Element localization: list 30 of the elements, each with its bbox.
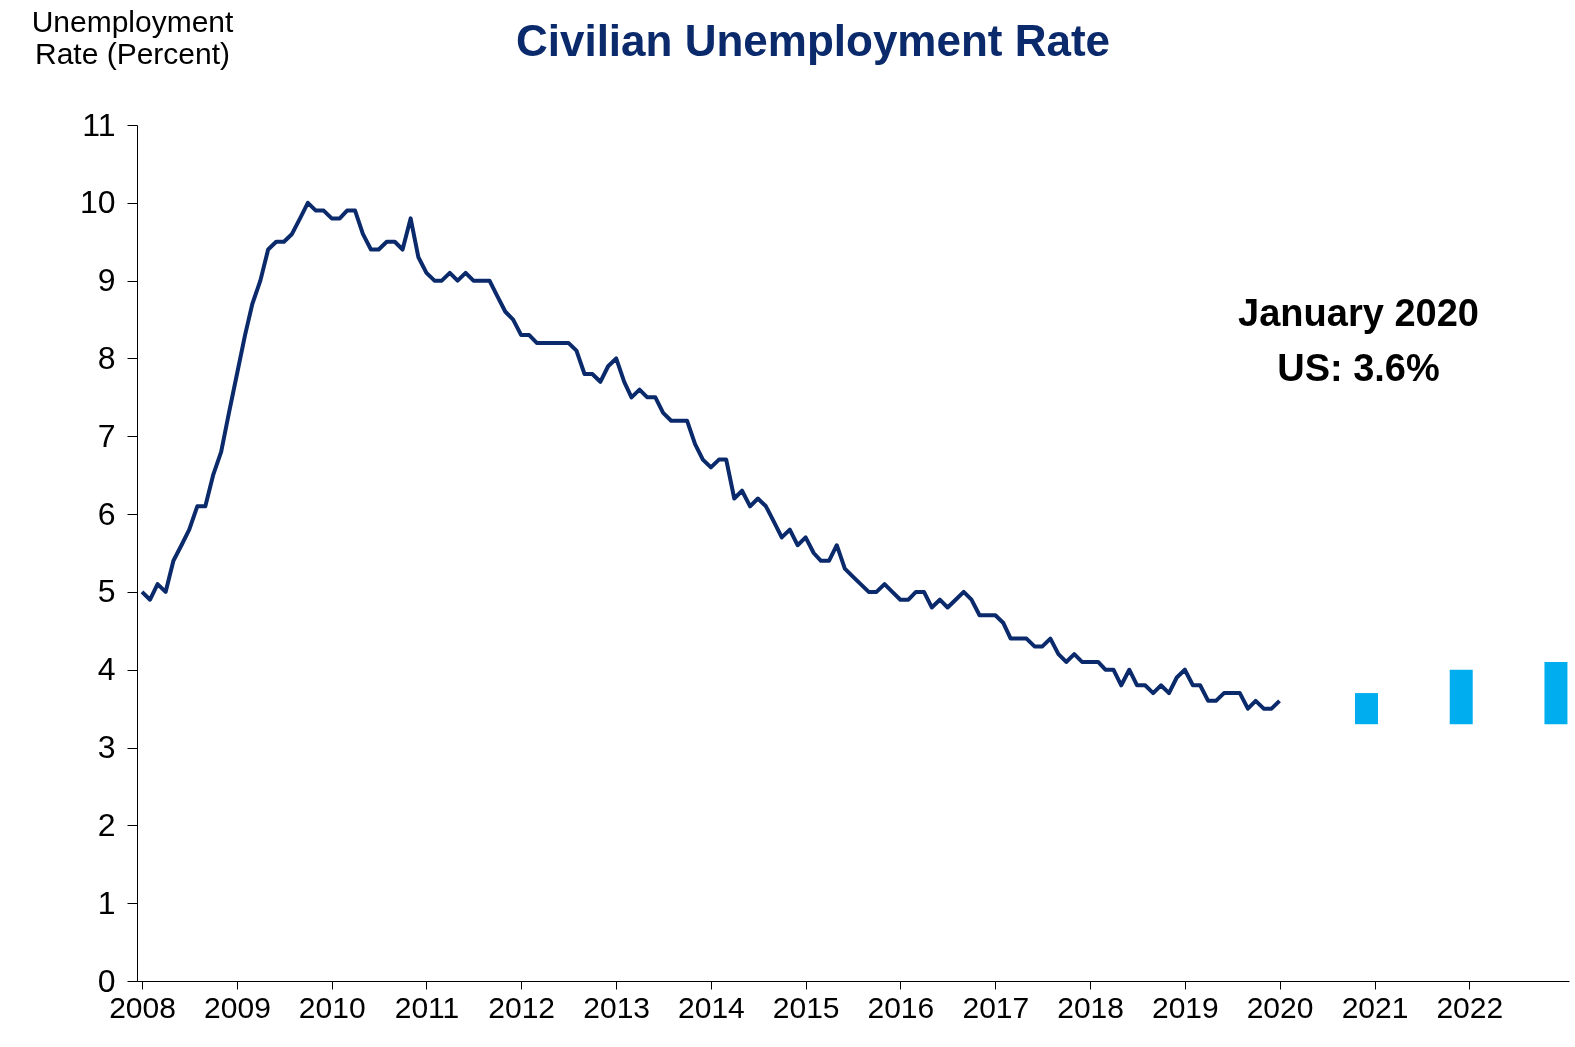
y-tick-label: 7 xyxy=(97,417,116,454)
x-tick-label: 2022 xyxy=(1436,990,1504,1024)
y-tick-label: 5 xyxy=(97,573,116,610)
y-tick-label: 0 xyxy=(97,962,116,999)
y-tick-label: 4 xyxy=(97,651,116,688)
x-tick-label: 2018 xyxy=(1057,990,1124,1024)
y-tick-label: 6 xyxy=(97,495,116,532)
annotation: US: 3.6% xyxy=(1277,347,1440,389)
x-tick-label: 2014 xyxy=(678,990,745,1024)
y-tick-label: 10 xyxy=(79,184,116,221)
y-tick-label: 11 xyxy=(82,106,116,143)
x-tick-label: 2013 xyxy=(583,990,651,1024)
x-tick-label: 2017 xyxy=(962,990,1030,1024)
x-tick-label: 2015 xyxy=(772,990,840,1024)
y-tick-label: 3 xyxy=(97,729,116,766)
x-tick-label: 2016 xyxy=(867,990,935,1024)
x-tick-label: 2010 xyxy=(298,990,366,1024)
x-tick-label: 2012 xyxy=(488,990,556,1024)
chart-title: Civilian Unemployment Rate xyxy=(515,16,1111,65)
x-tick-label: 2011 xyxy=(394,990,460,1024)
x-tick-label: 2009 xyxy=(204,990,271,1024)
x-tick-label: 2021 xyxy=(1341,990,1409,1024)
annotation: January 2020 xyxy=(1238,292,1479,334)
x-tick-label: 2019 xyxy=(1151,990,1219,1024)
y-axis-title: Unemployment Rate (Percent) xyxy=(31,4,235,70)
y-tick-label: 9 xyxy=(97,262,116,299)
y-tick-label: 8 xyxy=(97,339,116,376)
y-tick-label: 1 xyxy=(97,884,116,921)
y-tick-label: 2 xyxy=(97,806,116,843)
x-tick-label: 2020 xyxy=(1246,990,1314,1024)
